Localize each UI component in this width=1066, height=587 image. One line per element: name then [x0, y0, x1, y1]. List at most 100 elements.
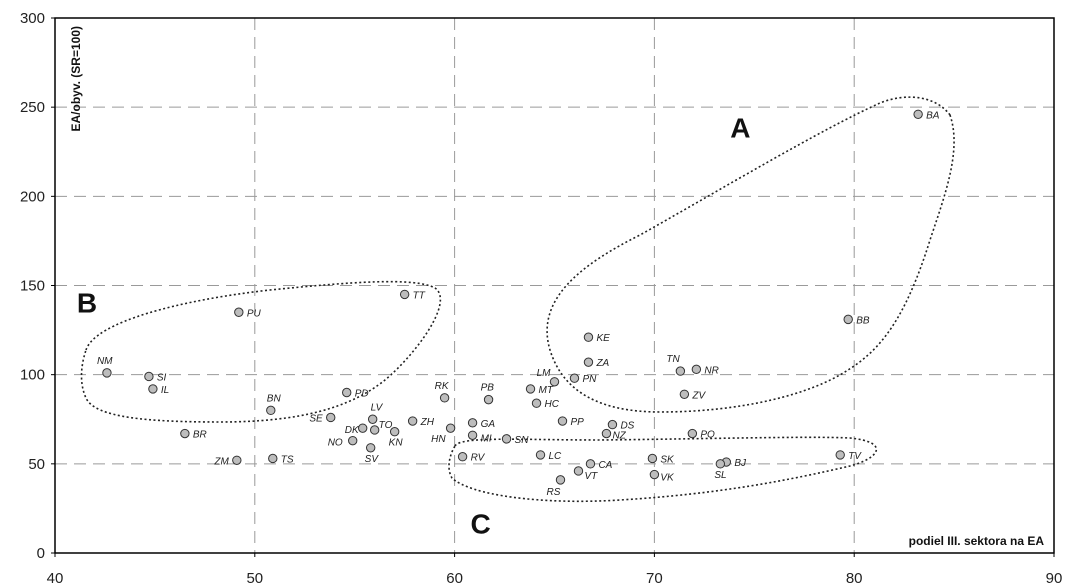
point-pb: [483, 394, 494, 405]
group-outlines: [80, 96, 955, 503]
group-b-outline: [80, 280, 442, 423]
point-bn: [266, 405, 276, 416]
grid-lines: [55, 18, 1054, 553]
point-label-sk: SK: [660, 454, 675, 465]
point-label-se: SE: [309, 413, 323, 424]
point-si: [144, 371, 154, 382]
point-ba: [913, 109, 923, 120]
point-po: [687, 428, 698, 439]
point-ke: [583, 332, 594, 342]
point-label-zm: ZM: [213, 456, 229, 467]
point-hn: [445, 423, 456, 433]
point-label-tv: TV: [848, 451, 862, 462]
point-label-to: TO: [379, 420, 393, 431]
point-label-kn: KN: [389, 438, 404, 449]
point-sk: [647, 453, 658, 464]
point-label-tt: TT: [413, 290, 426, 301]
point-label-pp: PP: [570, 417, 584, 428]
point-kn: [389, 427, 400, 437]
point-dk: [357, 423, 368, 433]
point-tn: [675, 366, 686, 376]
point-label-lm: LM: [537, 368, 552, 379]
point-rk: [439, 393, 450, 403]
point-tv: [835, 450, 845, 460]
point-label-il: IL: [161, 385, 169, 396]
point-il: [148, 384, 158, 394]
point-nm: [102, 368, 112, 378]
point-tt: [399, 289, 410, 300]
point-mi: [467, 430, 478, 440]
point-label-vk: VK: [660, 473, 675, 484]
point-label-ds: DS: [620, 421, 634, 432]
point-bb: [843, 314, 853, 325]
point-br: [180, 428, 190, 439]
point-label-dk: DK: [345, 425, 360, 436]
point-ca: [585, 459, 596, 469]
point-za: [583, 357, 594, 367]
point-label-ba: BA: [926, 110, 940, 121]
point-vk: [649, 469, 660, 480]
point-mt: [525, 384, 536, 394]
point-label-nr: NR: [704, 365, 718, 376]
point-label-tn: TN: [666, 354, 680, 365]
point-label-sn: SN: [515, 435, 530, 446]
y-axis-title: EA/obyv. (SR=100): [69, 26, 83, 131]
point-pu: [234, 307, 244, 317]
point-label-ke: KE: [596, 333, 610, 344]
point-rv: [457, 452, 468, 462]
point-label-mi: MI: [481, 433, 492, 444]
point-label-bb: BB: [856, 315, 870, 326]
point-label-hc: HC: [545, 399, 560, 410]
group-label-c: C: [470, 508, 490, 539]
point-nz: [601, 428, 612, 439]
point-label-po: PO: [700, 430, 715, 441]
point-se: [326, 412, 336, 423]
x-axis-title: podiel III. sektora na EA: [909, 534, 1045, 548]
point-vt: [573, 466, 584, 476]
point-lc: [535, 450, 546, 460]
point-label-bn: BN: [267, 393, 282, 404]
group-c-outline: [448, 436, 878, 503]
point-pn: [569, 373, 580, 383]
point-no: [348, 435, 358, 446]
point-label-nz: NZ: [612, 431, 626, 442]
point-zv: [679, 389, 690, 399]
y-tick-label: 200: [20, 188, 45, 205]
group-label-b: B: [77, 287, 97, 318]
axis-ticks: 40 50 60 70 80 90 0 50 100 150 200 250 300: [20, 10, 1062, 587]
y-tick-label: 300: [20, 10, 45, 27]
point-zm: [232, 455, 242, 465]
point-label-nm: NM: [97, 356, 113, 367]
y-tick-label: 50: [28, 456, 45, 473]
point-label-lc: LC: [549, 451, 563, 462]
group-label-a: A: [730, 112, 750, 143]
point-label-za: ZA: [595, 358, 609, 369]
point-nr: [691, 364, 702, 375]
y-tick-label: 150: [20, 278, 45, 295]
group-a-outline: [546, 96, 955, 413]
point-label-zv: ZV: [691, 390, 706, 401]
point-label-pu: PU: [247, 308, 262, 319]
point-zh: [407, 416, 418, 426]
data-points: BA BB TT PU NM SI IL BN PD SE DK LV TO NO SV KN ZH BR ZM TS…: [97, 109, 940, 498]
point-label-mt: MT: [539, 385, 554, 396]
x-tick-label: 40: [47, 570, 64, 587]
point-label-vt: VT: [584, 471, 598, 482]
point-label-lv: LV: [371, 402, 384, 413]
x-tick-label: 50: [246, 570, 263, 587]
point-ds: [607, 419, 618, 430]
point-label-ca: CA: [598, 460, 612, 471]
point-label-bj: BJ: [734, 458, 747, 469]
point-label-no: NO: [328, 438, 343, 449]
point-label-pb: PB: [481, 383, 495, 394]
y-tick-label: 0: [37, 545, 45, 562]
point-to: [369, 425, 380, 435]
point-lv: [367, 414, 378, 424]
point-label-pd: PD: [355, 389, 369, 400]
y-tick-label: 100: [20, 367, 45, 384]
point-lm: [549, 377, 560, 387]
x-tick-label: 70: [646, 570, 663, 587]
point-label-pn: PN: [582, 374, 597, 385]
point-ga: [467, 418, 478, 428]
